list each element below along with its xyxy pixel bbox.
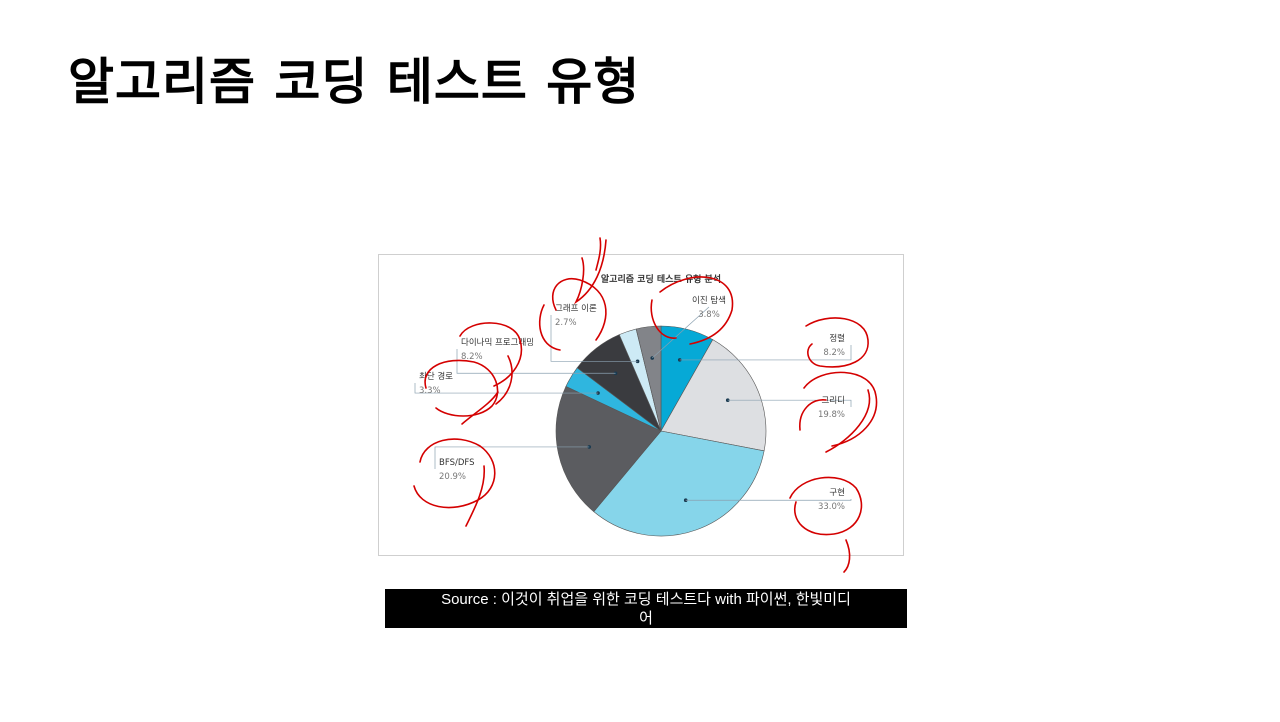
leader-line-4 [414,383,599,394]
slice-label-2: 구현 [829,488,845,498]
slice-dot-3 [587,445,592,449]
slice-value-1: 19.8% [818,410,845,420]
slice-label-5: 다이나믹 프로그래밍 [461,337,534,348]
slice-value-3: 20.9% [439,472,466,482]
slice-label-3: BFS/DFS [439,458,475,468]
slice-label-7: 이진 탐색 [692,295,726,306]
slice-value-0: 8.2% [823,348,845,358]
slice-label-0: 정렬 [829,333,845,344]
slice-value-4: 3.3% [419,386,441,396]
slice-value-7: 3.8% [698,310,720,320]
slice-dot-5 [613,371,618,376]
source-line-2: 어 [639,610,653,627]
slice-label-6: 그래프 이론 [555,303,597,314]
slice-value-6: 2.7% [555,318,577,328]
slice-value-5: 8.2% [461,352,483,362]
pie-slices [555,325,767,537]
slice-value-2: 33.0% [818,502,845,512]
pie-slice-2 [593,430,765,537]
source-caption: Source : 이것이 취업을 위한 코딩 테스트다 with 파이썬, 한빛… [385,589,907,628]
chart-figure: 알고리즘 코딩 테스트 유형 분석 정렬 8.2% 그리디 19.8% 구현 33.0% B… [378,254,904,556]
source-line-1: Source : 이것이 취업을 위한 코딩 테스트다 with 파이썬, 한빛… [441,591,851,608]
slice-label-4: 최단 경로 [419,371,453,382]
slice-label-1: 그리디 [822,396,845,406]
pie-slice-1 [660,339,767,452]
chart-title: 알고리즘 코딩 테스트 유형 분석 [601,273,721,285]
pie-chart: 알고리즘 코딩 테스트 유형 분석 정렬 8.2% 그리디 19.8% 구현 33.0% B… [414,273,852,537]
slide-title: 알고리즘 코딩 테스트 유형 [68,53,641,111]
pie-slice-3 [555,386,662,513]
